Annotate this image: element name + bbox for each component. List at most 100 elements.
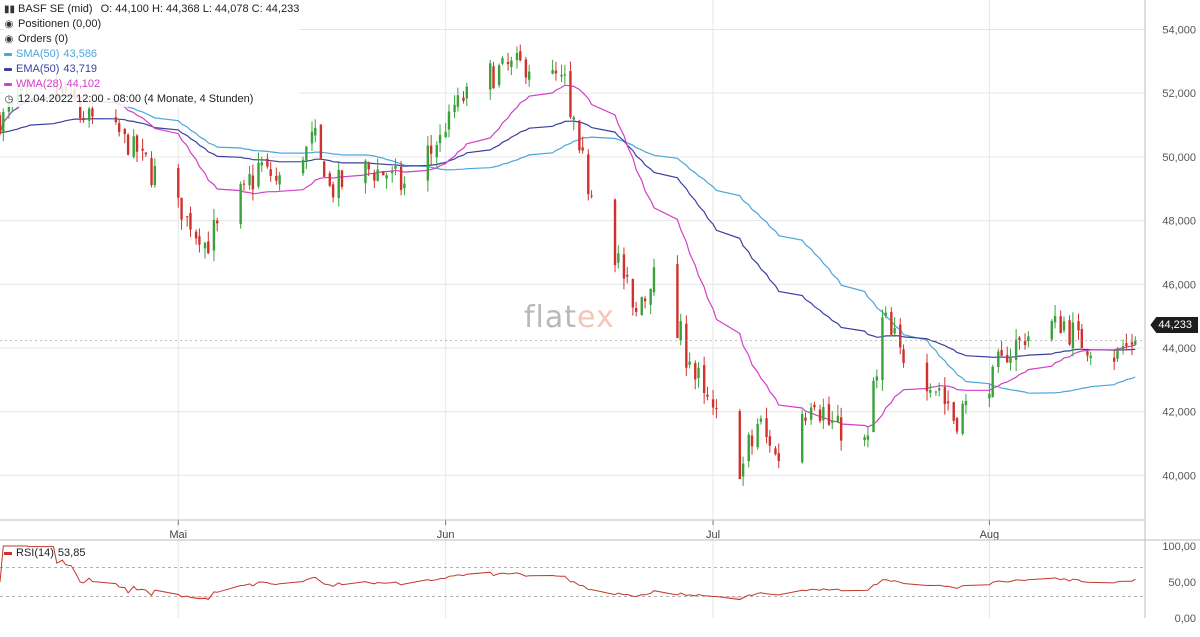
- candle-body: [489, 63, 492, 90]
- legend-title-row: ▮▮ BASF SE (mid) O: 44,100 H: 44,368 L: …: [4, 2, 300, 17]
- candle-body: [964, 401, 968, 406]
- candle-body: [694, 363, 697, 380]
- candle-body: [569, 71, 572, 117]
- candle-body: [1080, 329, 1084, 349]
- candle-body: [275, 175, 278, 181]
- candle-body: [239, 184, 242, 225]
- candle-body: [153, 165, 157, 186]
- candle-body: [501, 58, 504, 64]
- candle-body: [934, 391, 938, 393]
- candle-body: [1068, 320, 1071, 345]
- candle-body: [747, 434, 750, 462]
- candle-body: [1089, 355, 1092, 358]
- candle-body: [759, 418, 763, 422]
- sma-line: [0, 95, 1136, 394]
- candle-body: [390, 171, 394, 174]
- candle-body: [839, 417, 843, 441]
- wma-label: WMA(28): [16, 78, 63, 90]
- candle-body: [123, 129, 126, 135]
- candle-body: [1009, 357, 1012, 363]
- candle-body: [1077, 321, 1080, 331]
- y-tick-label: 46,000: [1162, 279, 1196, 291]
- candle-body: [497, 65, 501, 86]
- candle-body: [492, 66, 495, 89]
- candle-body: [631, 279, 635, 308]
- candle-body: [590, 195, 593, 197]
- flatex-logo: flatex: [524, 300, 615, 335]
- candle-body: [194, 231, 198, 239]
- rsi-line: [0, 545, 1136, 601]
- candle-body: [373, 172, 376, 181]
- candle-body: [2, 112, 5, 133]
- instrument-title: BASF SE (mid): [18, 3, 93, 15]
- legend-timeframe-row[interactable]: ◷ 12.04.2022 12:00 - 08:00 (4 Monate, 4 …: [4, 92, 300, 107]
- candle-body: [310, 131, 314, 144]
- bar-chart-icon[interactable]: ▮▮: [4, 4, 16, 15]
- candle-body: [702, 365, 706, 393]
- candle-body: [87, 108, 91, 121]
- candle-body: [765, 418, 768, 438]
- candle-body: [902, 349, 905, 364]
- candle-body: [305, 146, 308, 161]
- positions-label: Positionen (0,00): [18, 18, 102, 30]
- candle-body: [426, 145, 430, 181]
- candle-body: [1121, 346, 1125, 350]
- candle-body: [943, 387, 947, 405]
- sma-label: SMA(50): [16, 48, 60, 60]
- candle-body: [809, 407, 813, 420]
- watermark-text: flat: [524, 300, 578, 335]
- legend-wma-row[interactable]: WMA(28) 44,102: [4, 77, 300, 92]
- legend-sma-row[interactable]: SMA(50) 43,586: [4, 47, 300, 62]
- candle-body: [738, 411, 742, 479]
- candle-body: [818, 409, 822, 421]
- candle-body: [929, 390, 932, 393]
- rsi-legend[interactable]: RSI(14) 53,85: [4, 547, 85, 559]
- rsi-oversold-fill: [0, 596, 1136, 600]
- candle-body: [331, 184, 335, 198]
- candle-body: [429, 145, 433, 154]
- y-tick-label: 44,000: [1162, 343, 1196, 355]
- candle-body: [248, 174, 251, 186]
- x-tick-label: Aug: [980, 529, 1000, 541]
- candle-body: [465, 86, 468, 99]
- wma-value: 44,102: [66, 78, 101, 90]
- candle-body: [319, 124, 323, 159]
- candle-body: [750, 435, 754, 447]
- ohlc-values: O: 44,100 H: 44,368 L: 44,078 C: 44,233: [100, 3, 300, 15]
- candle-body: [587, 154, 590, 195]
- legend-orders-row[interactable]: ◉ Orders (0): [4, 32, 300, 47]
- x-tick-label: Jun: [437, 529, 455, 541]
- legend-ema-row[interactable]: EMA(50) 43,719: [4, 62, 300, 77]
- candle-body: [150, 158, 153, 185]
- legend-positions-row[interactable]: ◉ Positionen (0,00): [4, 17, 300, 32]
- candle-body: [278, 175, 281, 185]
- ema-label: EMA(50): [16, 63, 60, 75]
- candle-body: [462, 97, 465, 101]
- candle-body: [899, 324, 902, 348]
- candle-body: [676, 264, 679, 339]
- candle-body: [866, 435, 870, 440]
- candle-body: [527, 71, 531, 80]
- candle-body: [1086, 351, 1089, 356]
- timeframe-label: 12.04.2022 12:00 - 08:00 (4 Monate, 4 St…: [18, 93, 254, 105]
- candle-body: [385, 175, 388, 179]
- candle-body: [890, 312, 893, 335]
- candle-body: [506, 61, 510, 65]
- candle-body: [774, 448, 777, 455]
- rsi-tick-label: 100,00: [1162, 541, 1196, 553]
- candle-body: [741, 463, 745, 477]
- candle-body: [340, 170, 344, 187]
- candle-body: [510, 60, 513, 68]
- candle-body: [1000, 350, 1003, 356]
- candle-body: [822, 407, 825, 421]
- candle-body: [756, 423, 759, 448]
- candle-body: [884, 312, 887, 316]
- candle-body: [961, 403, 964, 434]
- candle-body: [572, 117, 575, 120]
- candle-body: [447, 111, 451, 130]
- candle-body: [1006, 354, 1009, 363]
- candle-body: [563, 74, 567, 76]
- y-tick-label: 40,000: [1162, 470, 1196, 482]
- rsi-tick-label: 50,00: [1168, 577, 1196, 589]
